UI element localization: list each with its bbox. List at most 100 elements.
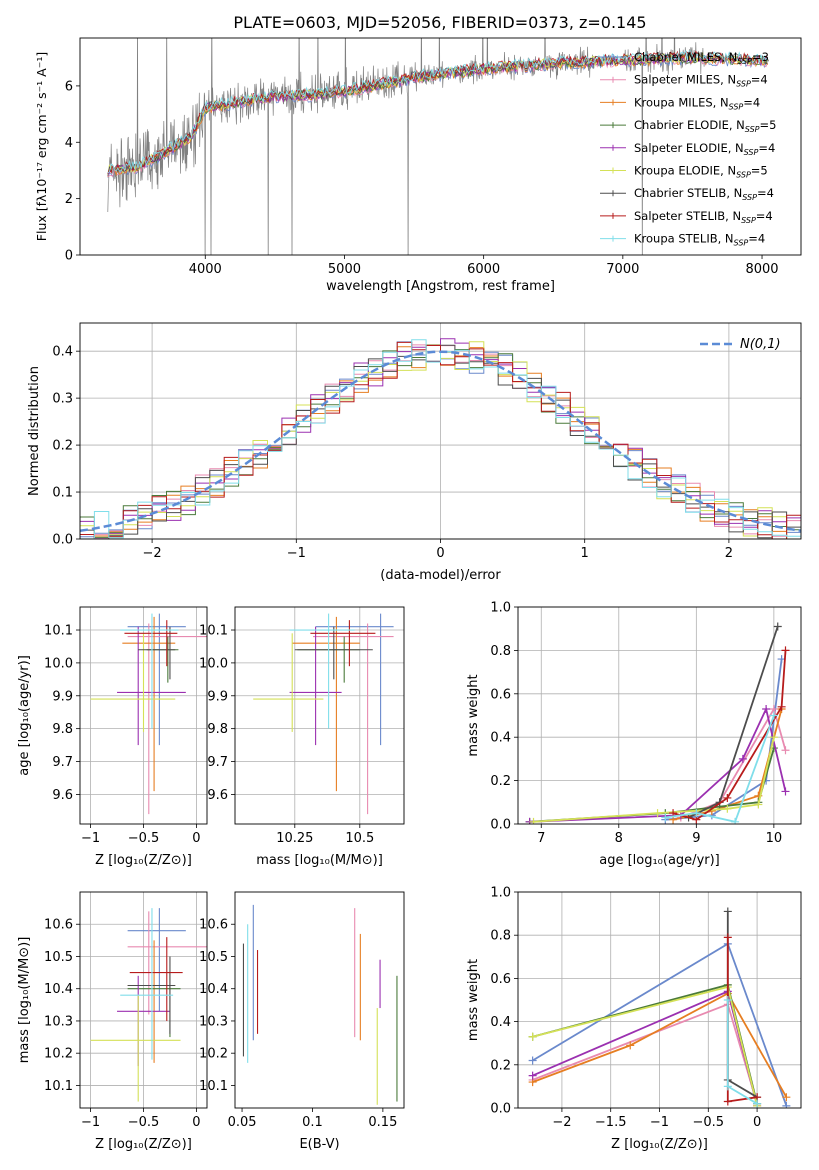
y-tick-label: 4 xyxy=(65,136,73,151)
y-tick-label: 10.6 xyxy=(44,918,73,933)
y-tick-label: 10.6 xyxy=(199,918,228,933)
y-tick-label: 1.0 xyxy=(490,886,511,901)
x-tick-label: 7 xyxy=(537,831,545,846)
weight-marker xyxy=(529,817,538,824)
y-tick-label: 9.8 xyxy=(207,722,228,737)
y-tick-label: 10.1 xyxy=(199,1079,228,1094)
weight-marker xyxy=(782,1101,791,1108)
y-tick-label: 0.0 xyxy=(52,533,73,548)
y-tick-label: 10.2 xyxy=(199,1047,228,1062)
legend-label: Salpeter STELIB, NSSP=4 xyxy=(634,209,773,225)
weight-marker xyxy=(754,800,763,809)
mass_vs_EBV-xlabel: E(B-V) xyxy=(299,1137,339,1152)
spectrum-legend: Chabrier MILES, NSSP=3 Salpeter MILES, NS… xyxy=(600,50,776,248)
y-tick-label: 2 xyxy=(65,192,73,207)
legend-label: Kroupa ELODIE, NSSP=5 xyxy=(634,164,768,180)
residuals-xlabel: (data-model)/error xyxy=(380,568,501,583)
residuals-axes: −2 −1 0 1 2 0.0 0.1 0.2 0.3 0.4 xyxy=(52,323,801,561)
y-tick-label: 10.1 xyxy=(199,624,228,639)
x-tick-label: 0 xyxy=(192,831,200,846)
x-tick-label: 0 xyxy=(436,546,444,561)
weight-marker xyxy=(723,804,732,813)
x-tick-label: 2 xyxy=(725,546,733,561)
mass_vs_EBV-plot xyxy=(242,904,398,1105)
x-tick-label: 1 xyxy=(581,546,589,561)
x-tick-label: −1 xyxy=(650,1115,669,1130)
y-tick-label: 0.0 xyxy=(490,818,511,833)
x-tick-label: 0.15 xyxy=(368,1115,397,1130)
y-tick-label: 10.4 xyxy=(199,982,228,997)
weight-marker xyxy=(753,1099,762,1108)
weight_vs_age-frame xyxy=(517,606,802,825)
y-tick-label: 9.9 xyxy=(52,689,73,704)
y-tick-label: 10.5 xyxy=(199,950,228,965)
weight_vs_Z-xlabel: Z [log₁₀(Z/Z⊙)] xyxy=(611,1137,708,1152)
x-tick-label: 8000 xyxy=(745,262,778,277)
x-tick-label: 0 xyxy=(753,1115,761,1130)
y-tick-label: 0.2 xyxy=(490,774,511,789)
legend-label: Chabrier MILES, NSSP=3 xyxy=(634,50,769,66)
weight-marker xyxy=(626,1041,635,1050)
legend-label: N(0,1) xyxy=(740,337,781,352)
weight-marker xyxy=(738,754,747,763)
x-tick-label: −0.5 xyxy=(693,1115,725,1130)
weight-line-2 xyxy=(672,708,783,821)
histogram-plot xyxy=(80,338,801,539)
mass_vs_Z-axes: −1 −0.5 0 10.1 10.2 10.3 10.4 10.5 10.6 xyxy=(44,892,207,1130)
y-tick-label: 0.6 xyxy=(490,972,511,987)
x-tick-label: −2 xyxy=(143,546,162,561)
weight-marker xyxy=(723,1082,732,1091)
spectrum-xlabel: wavelength [Angstrom, rest frame] xyxy=(326,279,555,294)
x-tick-label: −0.5 xyxy=(128,1115,160,1130)
weight-line-3 xyxy=(529,747,775,823)
y-tick-label: 10.4 xyxy=(44,982,73,997)
weight-marker xyxy=(528,1056,537,1065)
weight-marker xyxy=(762,704,771,713)
weight-marker xyxy=(723,933,732,942)
legend-label: Kroupa MILES, NSSP=4 xyxy=(634,95,760,111)
x-tick-label: −0.5 xyxy=(128,831,160,846)
weight-line-2 xyxy=(532,992,788,1098)
y-tick-label: 9.6 xyxy=(52,788,73,803)
legend-label: Salpeter ELODIE, NSSP=4 xyxy=(634,141,775,157)
x-tick-label: 0.05 xyxy=(228,1115,257,1130)
weight-marker xyxy=(731,817,740,824)
weight-marker xyxy=(692,809,701,818)
y-tick-label: 0.0 xyxy=(490,1102,511,1117)
weight-line-3 xyxy=(532,983,758,1104)
weight-marker xyxy=(661,813,670,822)
weight_vs_age-xlabel: age [log₁₀(age/yr)] xyxy=(599,853,720,868)
weight-line-8 xyxy=(665,715,775,823)
legend-label: Chabrier ELODIE, NSSP=5 xyxy=(634,118,776,134)
y-tick-label: 0.4 xyxy=(490,731,511,746)
spectrum-frame xyxy=(79,37,802,256)
spectrum-plot xyxy=(107,38,770,255)
weight_vs_age-axes: 7 8 9 10 0.0 0.2 0.4 0.6 0.8 1.0 xyxy=(490,601,801,846)
x-tick-label: −1 xyxy=(81,1115,100,1130)
y-tick-label: 10.1 xyxy=(44,1079,73,1094)
weight-marker xyxy=(723,793,732,802)
y-tick-label: 0 xyxy=(65,249,73,264)
y-tick-label: 0.4 xyxy=(490,1015,511,1030)
y-tick-label: 9.8 xyxy=(52,722,73,737)
normal-curve xyxy=(80,350,801,533)
x-tick-label: 6000 xyxy=(467,262,500,277)
weight-line-1 xyxy=(532,1003,758,1104)
y-tick-label: 0.3 xyxy=(52,392,73,407)
x-tick-label: 10.25 xyxy=(276,831,313,846)
weight-marker xyxy=(723,907,732,916)
mass_vs_EBV-frame xyxy=(234,891,405,1109)
x-tick-label: 10.5 xyxy=(345,831,374,846)
mass_vs_Z-frame xyxy=(79,891,208,1109)
weight-marker xyxy=(528,1071,537,1080)
y-tick-label: 0.8 xyxy=(490,929,511,944)
weight-marker xyxy=(773,622,782,631)
legend-label: Kroupa STELIB, NSSP=4 xyxy=(634,232,765,248)
weight-marker xyxy=(723,1097,732,1106)
x-tick-label: 9 xyxy=(692,831,700,846)
y-tick-label: 10.1 xyxy=(44,624,73,639)
weight-line-7 xyxy=(672,650,787,821)
y-tick-label: 9.7 xyxy=(52,755,73,770)
y-tick-label: 10.3 xyxy=(199,1014,228,1029)
